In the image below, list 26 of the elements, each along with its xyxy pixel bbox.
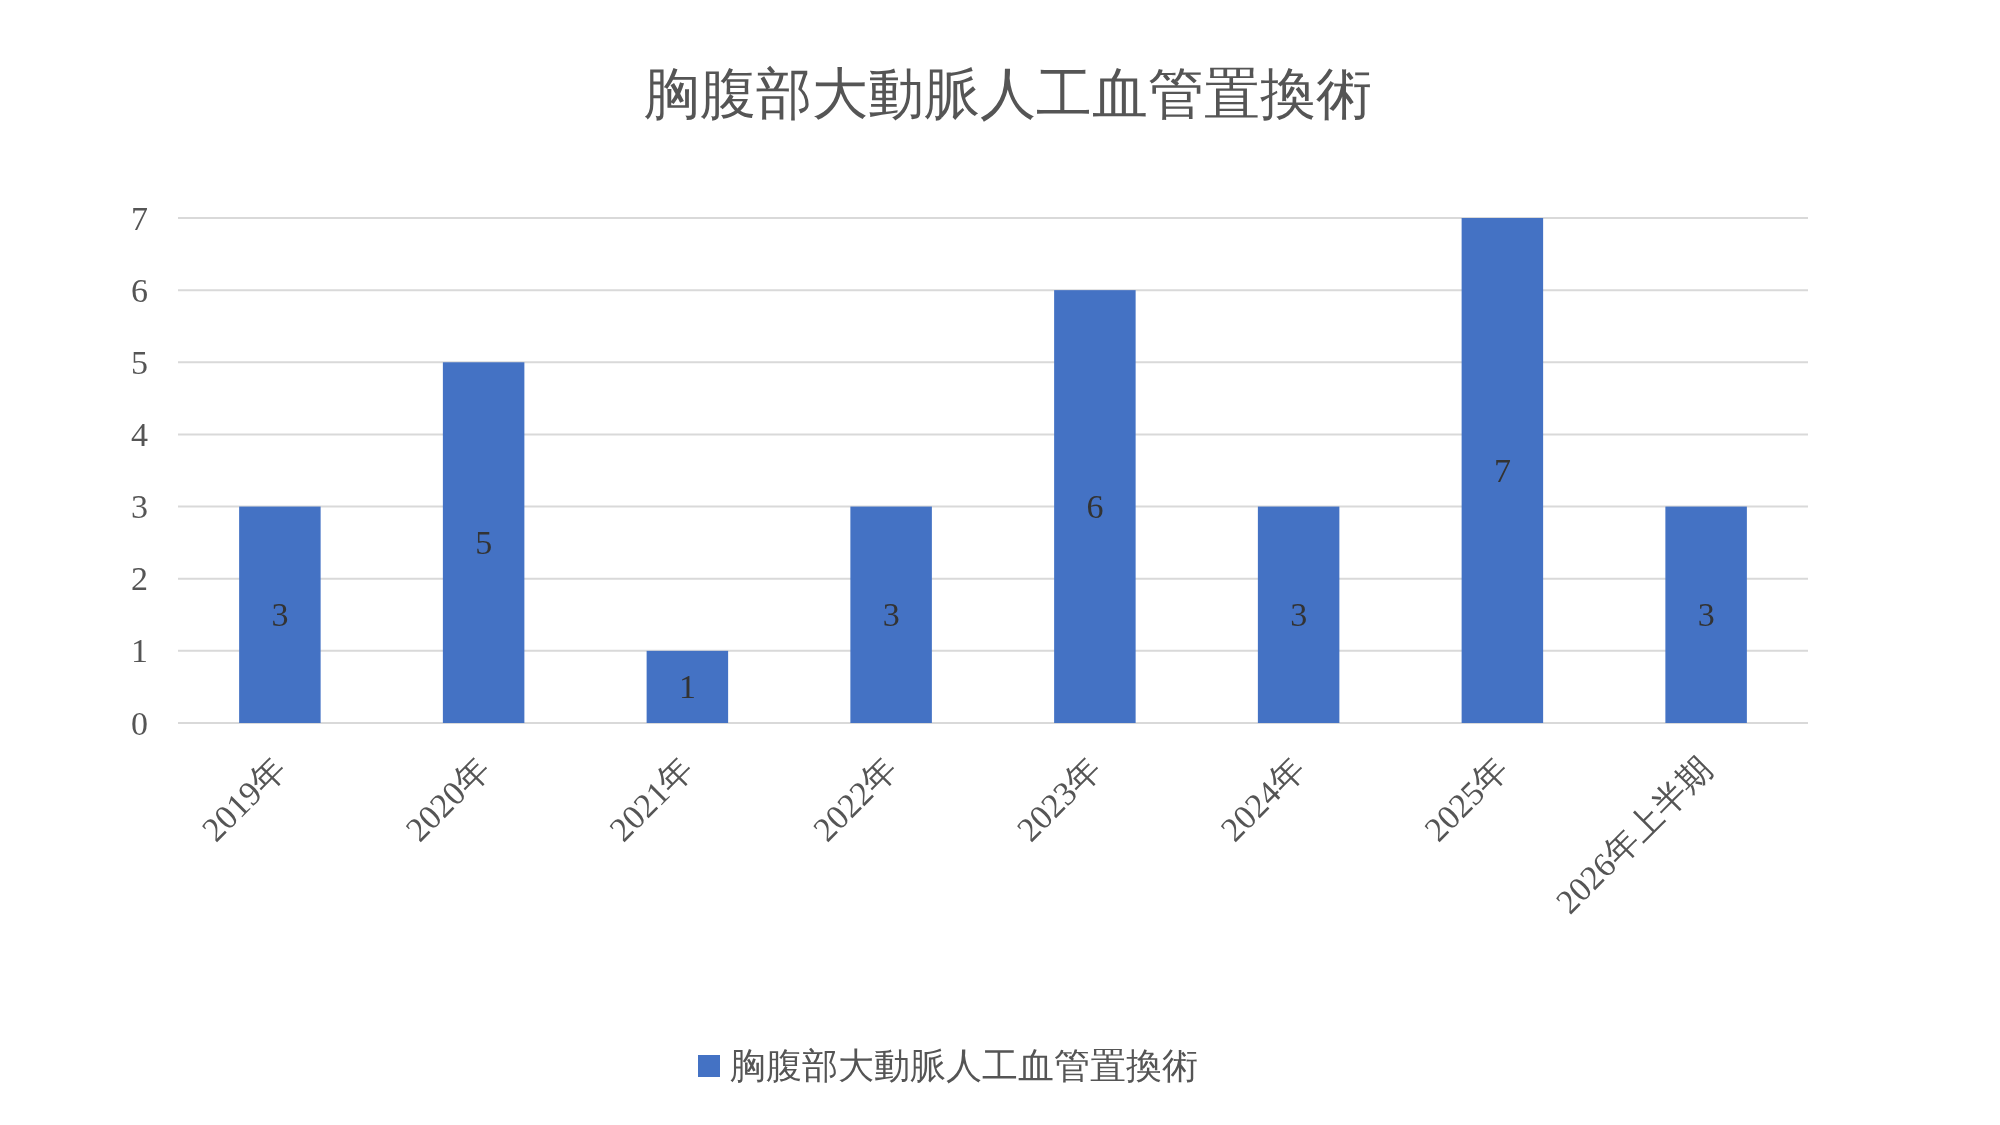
y-tick-label: 0 <box>131 704 148 742</box>
bar <box>442 362 525 723</box>
bar <box>1257 506 1340 723</box>
bar <box>1054 290 1136 723</box>
bar <box>239 506 321 723</box>
data-label: 6 <box>1086 488 1104 526</box>
data-label: 3 <box>1697 596 1715 634</box>
y-tick-label: 6 <box>131 271 148 309</box>
bar <box>850 506 932 723</box>
bar <box>646 650 729 723</box>
legend-label: 胸腹部大動脈人工血管置換術 <box>730 1046 1198 1086</box>
data-label: 5 <box>475 524 493 562</box>
chart-title: 胸腹部大動脈人工血管置換術 <box>644 63 1372 125</box>
data-label: 7 <box>1493 452 1511 489</box>
bar <box>1665 506 1747 723</box>
data-label: 3 <box>271 596 289 634</box>
y-tick-label: 7 <box>131 199 148 237</box>
bar <box>1461 218 1544 723</box>
y-tick-label: 4 <box>131 415 148 453</box>
y-tick-label: 3 <box>131 488 148 526</box>
y-tick-label: 2 <box>131 560 148 598</box>
y-tick-label: 1 <box>131 632 148 670</box>
data-label: 1 <box>678 668 696 706</box>
y-tick-label: 5 <box>131 343 148 381</box>
data-label: 3 <box>1290 596 1308 634</box>
data-label: 3 <box>882 596 900 634</box>
